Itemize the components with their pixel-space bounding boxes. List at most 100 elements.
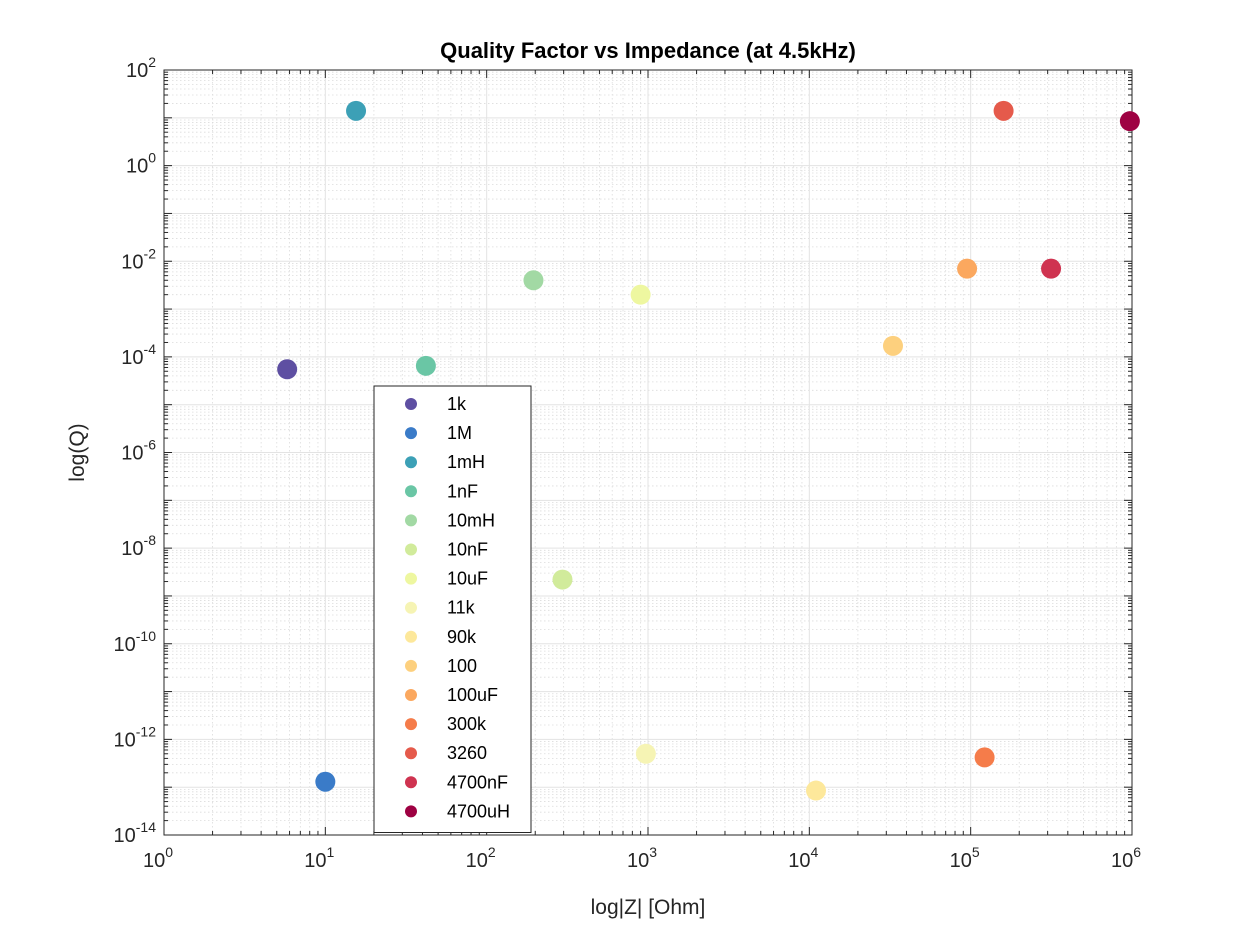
y-tick-exponent: -14 — [136, 819, 156, 835]
y-tick-label: 10-8 — [121, 532, 156, 560]
legend-label-4700uH: 4700uH — [447, 801, 510, 821]
legend-marker-1k — [405, 398, 417, 410]
y-tick-base: 10 — [114, 825, 136, 847]
data-point-10nF — [552, 569, 573, 590]
y-tick-base: 10 — [121, 443, 143, 465]
x-tick-exponent: 2 — [488, 844, 496, 860]
y-tick-base: 10 — [121, 347, 143, 369]
data-point-10mH — [523, 270, 544, 291]
legend-marker-90k — [405, 630, 417, 643]
legend-label-11k: 11k — [447, 598, 476, 618]
data-point-11k — [635, 743, 656, 764]
x-tick-label: 106 — [1111, 844, 1141, 872]
data-points — [277, 100, 1140, 801]
y-tick-label: 10-4 — [121, 341, 156, 369]
data-point-1M — [315, 771, 336, 792]
legend-marker-100 — [405, 659, 417, 672]
y-tick-exponent: 0 — [148, 150, 156, 166]
x-tick-exponent: 6 — [1133, 844, 1141, 860]
legend-label-1mH: 1mH — [447, 452, 485, 472]
data-point-300k — [974, 747, 995, 768]
data-point-4700uH — [1119, 111, 1140, 132]
legend-label-100: 100 — [447, 656, 477, 676]
major-grid — [163, 69, 1133, 836]
y-tick-label: 10-2 — [121, 245, 156, 273]
data-point-10uF — [630, 284, 651, 305]
legend: 1k 1M 1mH 1nF 10mH 10nF 10uF 11k 90k 100 100uF 300k… — [373, 385, 532, 833]
x-tick-base: 10 — [627, 850, 649, 872]
x-tick-label: 103 — [627, 844, 657, 872]
y-tick-base: 10 — [121, 251, 143, 273]
x-tick-base: 10 — [304, 850, 326, 872]
x-tick-label: 102 — [466, 844, 496, 872]
y-tick-label: 10-14 — [114, 819, 157, 847]
x-tick-exponent: 1 — [327, 844, 335, 860]
legend-label-1nF: 1nF — [447, 481, 478, 501]
y-tick-exponent: -6 — [144, 437, 157, 453]
legend-label-300k: 300k — [447, 714, 487, 734]
x-tick-base: 10 — [788, 850, 810, 872]
legend-marker-100uF — [405, 689, 417, 701]
y-axis-label: log(Q) — [66, 423, 89, 481]
legend-label-3260: 3260 — [447, 743, 487, 763]
legend-marker-300k — [405, 718, 417, 731]
legend-label-1M: 1M — [447, 423, 472, 443]
legend-label-100uF: 100uF — [447, 685, 498, 705]
x-tick-exponent: 5 — [972, 844, 980, 860]
y-tick-base: 10 — [114, 729, 136, 751]
legend-label-90k: 90k — [447, 627, 477, 647]
legend-marker-4700uH — [405, 805, 417, 818]
x-tick-label: 100 — [143, 844, 173, 872]
data-point-3260 — [993, 100, 1014, 121]
y-tick-label: 10-12 — [114, 723, 157, 751]
y-tick-exponent: -2 — [144, 245, 157, 261]
legend-label-10mH: 10mH — [447, 510, 495, 530]
legend-marker-10mH — [405, 514, 417, 527]
x-tick-base: 10 — [950, 850, 972, 872]
x-tick-base: 10 — [143, 850, 165, 872]
legend-box — [373, 385, 532, 833]
chart-title: Quality Factor vs Impedance (at 4.5kHz) — [440, 38, 856, 63]
x-tick-labels: 100 101 102 103 104 105 106 — [143, 844, 1141, 872]
y-tick-base: 10 — [121, 538, 143, 560]
y-tick-label: 100 — [126, 150, 156, 178]
legend-marker-10uF — [405, 572, 417, 585]
y-tick-label: 10-6 — [121, 437, 156, 465]
x-axis-label: log|Z| [Ohm] — [591, 896, 706, 919]
x-tick-label: 104 — [788, 844, 818, 872]
y-tick-base: 10 — [126, 156, 148, 178]
y-tick-exponent: -10 — [136, 628, 156, 644]
legend-marker-3260 — [405, 747, 417, 760]
legend-marker-1mH — [405, 456, 417, 469]
x-tick-label: 105 — [950, 844, 980, 872]
legend-label-10uF: 10uF — [447, 569, 488, 589]
legend-label-1k: 1k — [447, 394, 467, 414]
data-point-1k — [277, 359, 298, 380]
y-tick-label: 102 — [126, 54, 156, 82]
x-tick-label: 101 — [304, 844, 334, 872]
x-tick-exponent: 4 — [811, 844, 819, 860]
data-point-4700nF — [1041, 258, 1062, 279]
legend-label-10nF: 10nF — [447, 540, 488, 560]
x-tick-exponent: 3 — [649, 844, 657, 860]
y-tick-base: 10 — [114, 634, 136, 656]
y-tick-exponent: 2 — [148, 54, 156, 70]
y-tick-exponent: -4 — [144, 341, 157, 357]
x-tick-base: 10 — [1111, 850, 1133, 872]
data-point-1mH — [346, 100, 367, 121]
legend-marker-1nF — [405, 485, 417, 498]
data-point-100uF — [957, 258, 978, 279]
y-tick-base: 10 — [126, 60, 148, 82]
legend-marker-1M — [405, 427, 417, 440]
legend-marker-10nF — [405, 543, 417, 556]
axis-ticks — [163, 69, 1133, 836]
data-point-90k — [806, 780, 827, 801]
y-tick-exponent: -8 — [144, 532, 157, 548]
x-tick-exponent: 0 — [165, 844, 173, 860]
data-point-100 — [882, 335, 903, 356]
x-tick-base: 10 — [466, 850, 488, 872]
legend-marker-4700nF — [405, 776, 417, 789]
legend-marker-11k — [405, 601, 417, 614]
